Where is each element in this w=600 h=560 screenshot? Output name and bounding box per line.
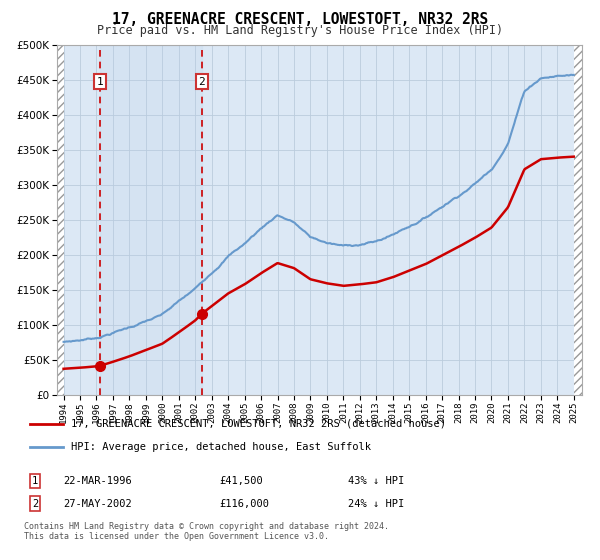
Text: 2: 2 <box>199 77 205 87</box>
Text: HPI: Average price, detached house, East Suffolk: HPI: Average price, detached house, East… <box>71 442 371 452</box>
Text: 1: 1 <box>97 77 103 87</box>
Bar <box>57 45 64 395</box>
Text: 1: 1 <box>32 476 38 486</box>
Text: Price paid vs. HM Land Registry's House Price Index (HPI): Price paid vs. HM Land Registry's House … <box>97 24 503 36</box>
Text: 17, GREENACRE CRESCENT, LOWESTOFT, NR32 2RS (detached house): 17, GREENACRE CRESCENT, LOWESTOFT, NR32 … <box>71 419 446 429</box>
Text: £116,000: £116,000 <box>220 498 269 508</box>
Bar <box>100 45 202 395</box>
Text: 2: 2 <box>32 498 38 508</box>
Text: 22-MAR-1996: 22-MAR-1996 <box>63 476 132 486</box>
Text: Contains HM Land Registry data © Crown copyright and database right 2024.
This d: Contains HM Land Registry data © Crown c… <box>24 522 389 542</box>
Text: 27-MAY-2002: 27-MAY-2002 <box>63 498 132 508</box>
Text: 43% ↓ HPI: 43% ↓ HPI <box>347 476 404 486</box>
Bar <box>574 45 582 395</box>
Text: 24% ↓ HPI: 24% ↓ HPI <box>347 498 404 508</box>
Text: £41,500: £41,500 <box>220 476 263 486</box>
Text: 17, GREENACRE CRESCENT, LOWESTOFT, NR32 2RS: 17, GREENACRE CRESCENT, LOWESTOFT, NR32 … <box>112 12 488 27</box>
